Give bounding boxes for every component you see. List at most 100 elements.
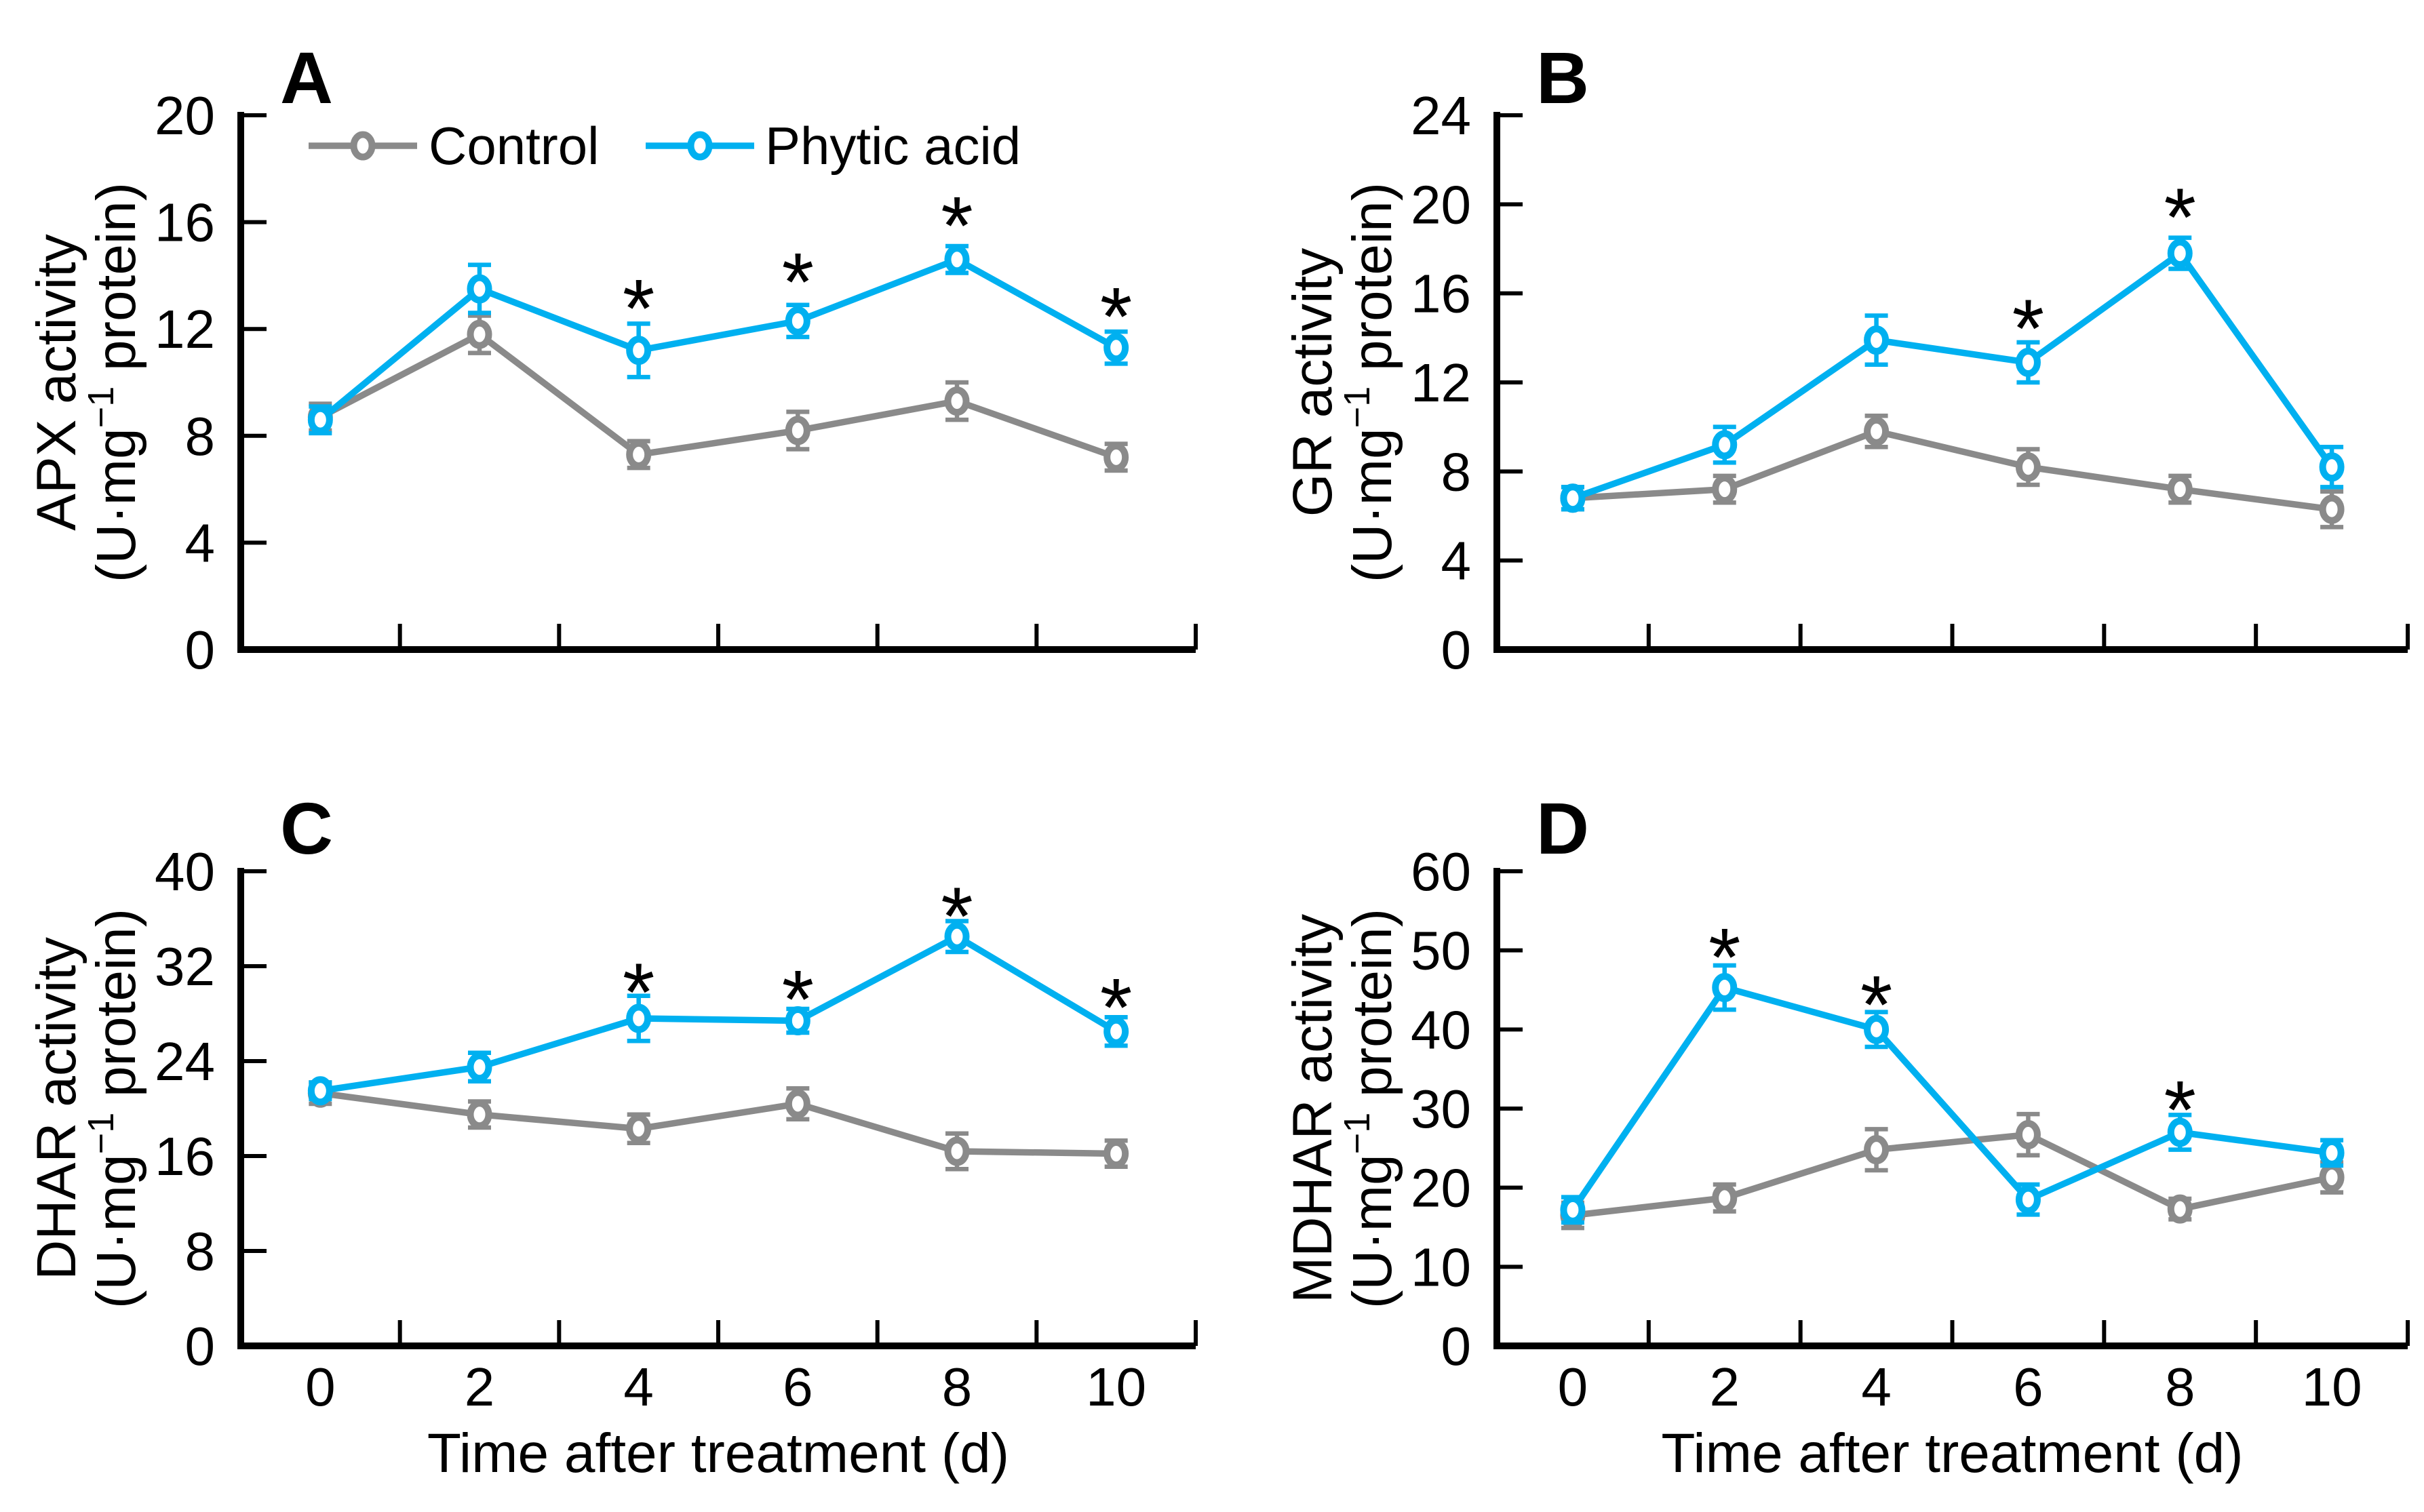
y-tick-label: 10: [1411, 1237, 1471, 1297]
superscript: −1: [1337, 386, 1377, 429]
data-point-marker: [1103, 333, 1129, 363]
y-tick-label: 16: [1411, 264, 1471, 324]
axes: 0 4 8 12 16 20: [155, 85, 1198, 680]
data-point-marker: [1560, 483, 1586, 513]
y-tick-label: 24: [155, 1031, 215, 1092]
chart-svg-D: D 0 10 20 30 40 50 60 0 2 4 6 8 10 Time after treatmen…: [1282, 787, 2410, 1484]
y-tick-label: 12: [1411, 353, 1471, 413]
x-tick-label: 4: [623, 1357, 654, 1417]
data-point-marker: [1864, 1135, 1890, 1165]
data-point-marker: [1103, 1016, 1129, 1046]
y-tick-label: 8: [185, 1221, 216, 1281]
data-point-marker: [1864, 325, 1890, 355]
data-point-marker: [2015, 347, 2041, 377]
data-point-marker: [2015, 452, 2041, 482]
series-line: [1569, 984, 2332, 1212]
y-tick-label: 0: [1441, 1316, 1472, 1376]
y-axis-title-line1: APX activity: [26, 234, 87, 530]
data-point-marker: [785, 306, 810, 336]
y-tick-label: 50: [1411, 921, 1471, 981]
data-point-marker: [1712, 475, 1738, 504]
panel-b-gr-chart: B 0 4 8 12 16 20 24 GR activity (U·mg−1 protein) *…: [1212, 0, 2424, 756]
significance-asterisk: *: [941, 870, 973, 962]
data-point-marker: [944, 1136, 970, 1166]
axes: 0 4 8 12 16 20 24: [1411, 85, 2410, 680]
x-tick-label: 8: [942, 1357, 973, 1417]
significance-asterisk: *: [782, 953, 814, 1045]
panel-letter: D: [1536, 787, 1589, 869]
data-point-marker: [1712, 430, 1738, 460]
series-phytic-acid: [1560, 235, 2345, 513]
axes: 0 10 20 30 40 50 60 0 2 4 6 8 10: [1411, 841, 2410, 1417]
data-point-marker: [467, 319, 492, 349]
data-point-marker: [307, 1076, 333, 1106]
significance-asterisk: *: [2164, 1064, 2196, 1156]
data-point-marker: [1864, 416, 1890, 446]
y-axis-title-line2: (U·mg−1 protein): [1337, 182, 1403, 582]
series-line: [1571, 250, 2334, 502]
significance-asterisk: *: [623, 262, 654, 355]
data-point-marker: [626, 336, 652, 365]
legend-label: Phytic acid: [765, 116, 1021, 176]
y-axis-title-line1: GR activity: [1282, 248, 1344, 517]
panel-a-apx-chart: A 0 4 8 12 16 20 APX activity (U·mg−1 protein) * *…: [0, 0, 1212, 756]
x-axis-title: Time after treatment (d): [427, 1423, 1009, 1484]
data-point-marker: [1103, 1139, 1129, 1168]
data-point-marker: [2015, 1120, 2041, 1149]
data-point-marker: [944, 921, 970, 951]
data-point-marker: [785, 1089, 810, 1119]
y-tick-label: 30: [1411, 1079, 1471, 1139]
x-tick-label: 10: [1086, 1357, 1146, 1417]
significance-asterisk: *: [1708, 911, 1740, 1003]
data-point-marker: [1864, 1014, 1890, 1044]
y-axis-title-line2: (U·mg−1 protein): [1337, 909, 1403, 1309]
y-tick-label: 0: [1441, 620, 1472, 680]
series-line: [319, 933, 1118, 1094]
y-tick-label: 8: [185, 406, 216, 466]
y-tick-label: 20: [1411, 174, 1471, 235]
y-axis-title-line2: (U·mg−1 protein): [81, 182, 147, 582]
data-point-marker: [1103, 442, 1129, 472]
y-tick-label: 16: [155, 1126, 215, 1187]
superscript: −1: [81, 1113, 121, 1155]
panel-letter: B: [1536, 37, 1589, 119]
y-tick-label: 4: [1441, 531, 1472, 591]
panel-c-dhar-chart: C 0 8 16 24 32 40 0 2 4 6 8 10 Time after treatment (…: [0, 756, 1212, 1512]
y-tick-label: 8: [1441, 441, 1472, 502]
y-tick-label: 40: [1411, 999, 1471, 1060]
x-tick-label: 2: [1710, 1357, 1740, 1417]
data-point-marker: [2167, 475, 2193, 504]
data-point-marker: [2167, 1194, 2193, 1224]
legend-item-phytic-acid: Phytic acid: [646, 116, 1021, 176]
data-point-marker: [1560, 1195, 1586, 1225]
y-tick-label: 40: [155, 841, 215, 902]
significance-asterisk: *: [1100, 271, 1132, 363]
data-point-marker: [467, 1100, 492, 1130]
data-point-marker: [467, 274, 492, 304]
x-tick-label: 6: [2013, 1357, 2044, 1417]
chart-svg-B: B 0 4 8 12 16 20 24 GR activity(U·mg−1 protein) *…: [1282, 37, 2410, 680]
x-tick-label: 0: [1558, 1357, 1588, 1417]
x-tick-label: 6: [783, 1357, 813, 1417]
x-tick-label: 10: [2302, 1357, 2362, 1417]
significance-asterisk: *: [941, 180, 973, 272]
legend-marker-circle: [350, 131, 376, 161]
chart-svg-A: A 0 4 8 12 16 20 APX activity(U·mg−1 protein) * *…: [26, 37, 1198, 680]
data-point-marker: [307, 405, 333, 435]
y-tick-label: 24: [1411, 85, 1471, 146]
series-control: [1560, 414, 2345, 530]
series-phytic-acid: [307, 243, 1129, 436]
series-phytic-acid: [1560, 963, 2345, 1225]
data-point-marker: [2319, 1138, 2345, 1168]
series-line: [1572, 428, 2332, 513]
legend-item-control: Control: [309, 116, 599, 176]
panel-letter: A: [280, 37, 333, 119]
series-control: [1560, 1111, 2345, 1231]
legend-marker-circle: [687, 131, 713, 161]
data-point-marker: [2015, 1185, 2041, 1214]
y-tick-label: 32: [155, 936, 215, 997]
data-point-marker: [2319, 452, 2345, 482]
data-point-marker: [467, 1052, 492, 1082]
